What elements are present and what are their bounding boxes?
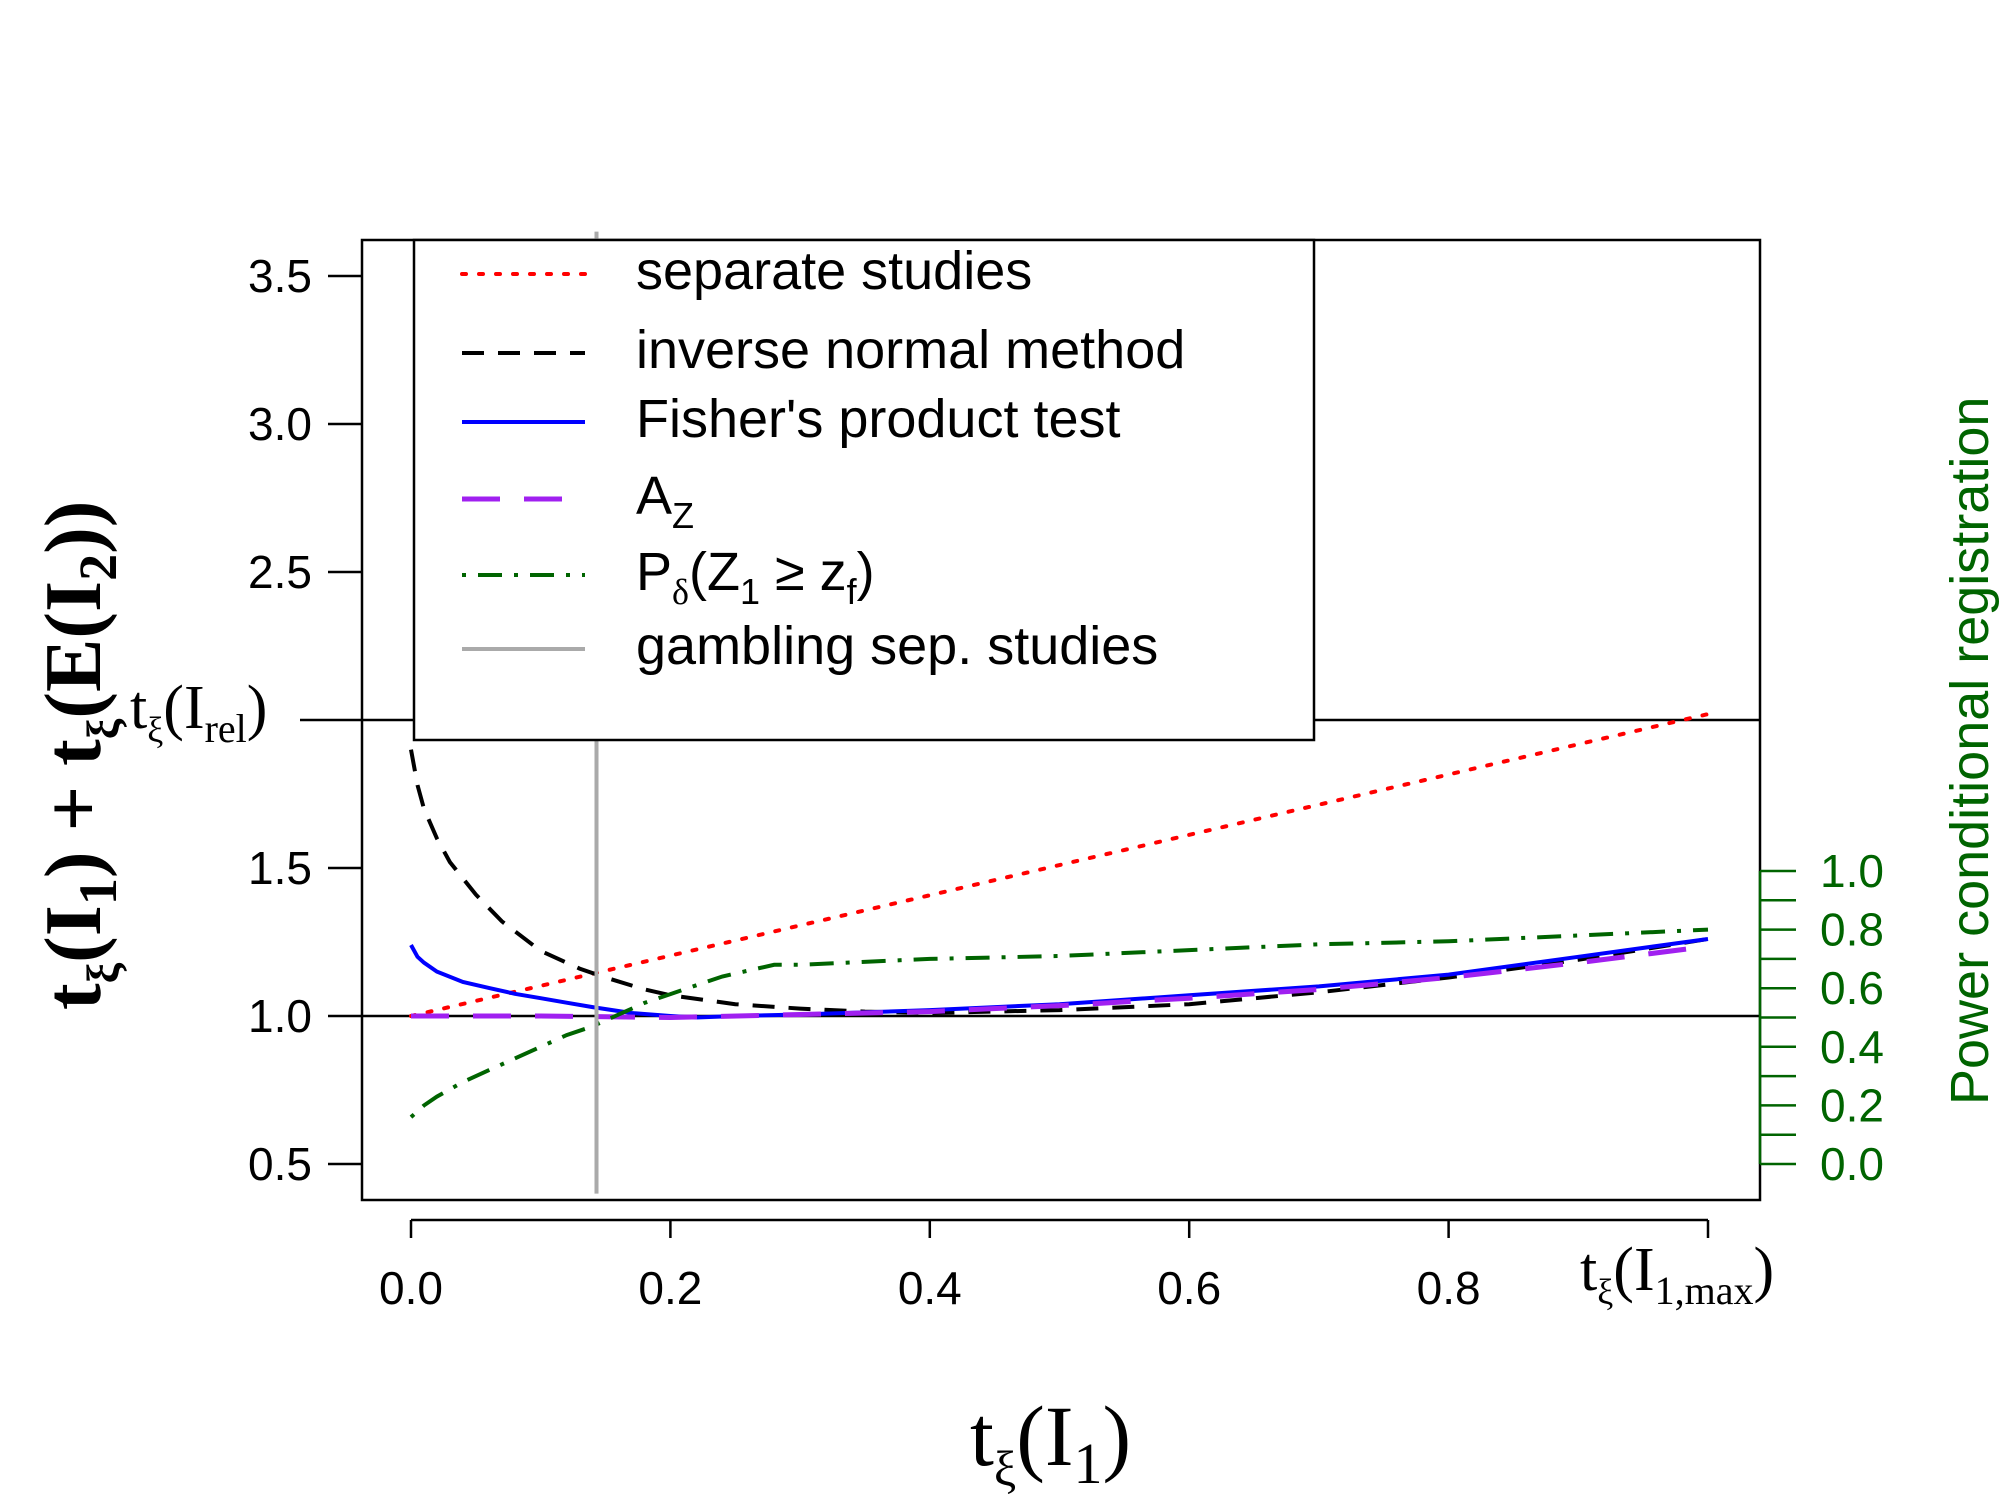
series-line-0 — [409, 712, 1710, 1018]
y-tick-label: 3.0 — [248, 398, 312, 450]
x-tick-label: 0.2 — [638, 1262, 702, 1314]
t-max-label: tξ(I1,max) — [1580, 1236, 1774, 1313]
y-tick-label: 1.5 — [248, 842, 312, 894]
right-axis: 0.0 0.2 0.4 0.6 0.8 1.0 — [1758, 845, 1884, 1190]
y-tick-label: 1.0 — [248, 990, 312, 1042]
legend-box — [412, 238, 1316, 742]
right-tick-label: 0.6 — [1820, 962, 1884, 1014]
series-line-1 — [409, 749, 1709, 1016]
legend-label-5: gambling sep. studies — [636, 616, 1158, 676]
svg-text:Power conditional registration: Power conditional registration — [1940, 397, 2000, 1105]
series-line-3 — [411, 943, 1709, 1021]
right-axis-label: Power conditional registration — [1940, 397, 2000, 1105]
legend-label-4: Pδ(Z1 ≥ zf) — [636, 542, 875, 612]
y-axis-label: tξ(I1) + tξ(E(I2)) — [30, 501, 128, 1010]
x-tick-label: 0.8 — [1417, 1262, 1481, 1314]
right-tick-label: 0.2 — [1820, 1079, 1884, 1131]
y-axis: 0.5 1.0 1.5 2.5 3.0 3.5 — [248, 250, 362, 1190]
right-tick-label: 0.4 — [1820, 1021, 1884, 1073]
y-tick-label: 0.5 — [248, 1138, 312, 1190]
t-rel-label: tξ(Irel) — [130, 674, 267, 751]
x-axis: 0.0 0.2 0.4 0.6 0.8 — [379, 1218, 1710, 1314]
x-tick-label: 0.0 — [379, 1262, 443, 1314]
x-tick-label: 0.6 — [1157, 1262, 1221, 1314]
series-line-4 — [409, 927, 1709, 1119]
series-group — [409, 231, 1710, 1194]
legend-label-1: inverse normal method — [636, 320, 1185, 380]
svg-text:tξ(I1) + tξ(E(I2)): tξ(I1) + tξ(E(I2)) — [30, 501, 128, 1010]
legend-label-2: Fisher's product test — [636, 389, 1121, 449]
legend: separate studies inverse normal method Fis… — [412, 238, 1316, 742]
y-tick-label: 2.5 — [248, 546, 312, 598]
series-line-2 — [409, 937, 1709, 1020]
legend-label-3: AZ — [636, 466, 694, 536]
legend-label-0: separate studies — [636, 241, 1032, 301]
x-tick-label: 0.4 — [898, 1262, 962, 1314]
right-tick-label: 0.8 — [1820, 904, 1884, 956]
right-tick-label: 0.0 — [1820, 1138, 1884, 1190]
right-tick-label: 1.0 — [1820, 845, 1884, 897]
x-axis-label: tξ(I1) — [970, 1388, 1131, 1496]
y-tick-label: 3.5 — [248, 250, 312, 302]
